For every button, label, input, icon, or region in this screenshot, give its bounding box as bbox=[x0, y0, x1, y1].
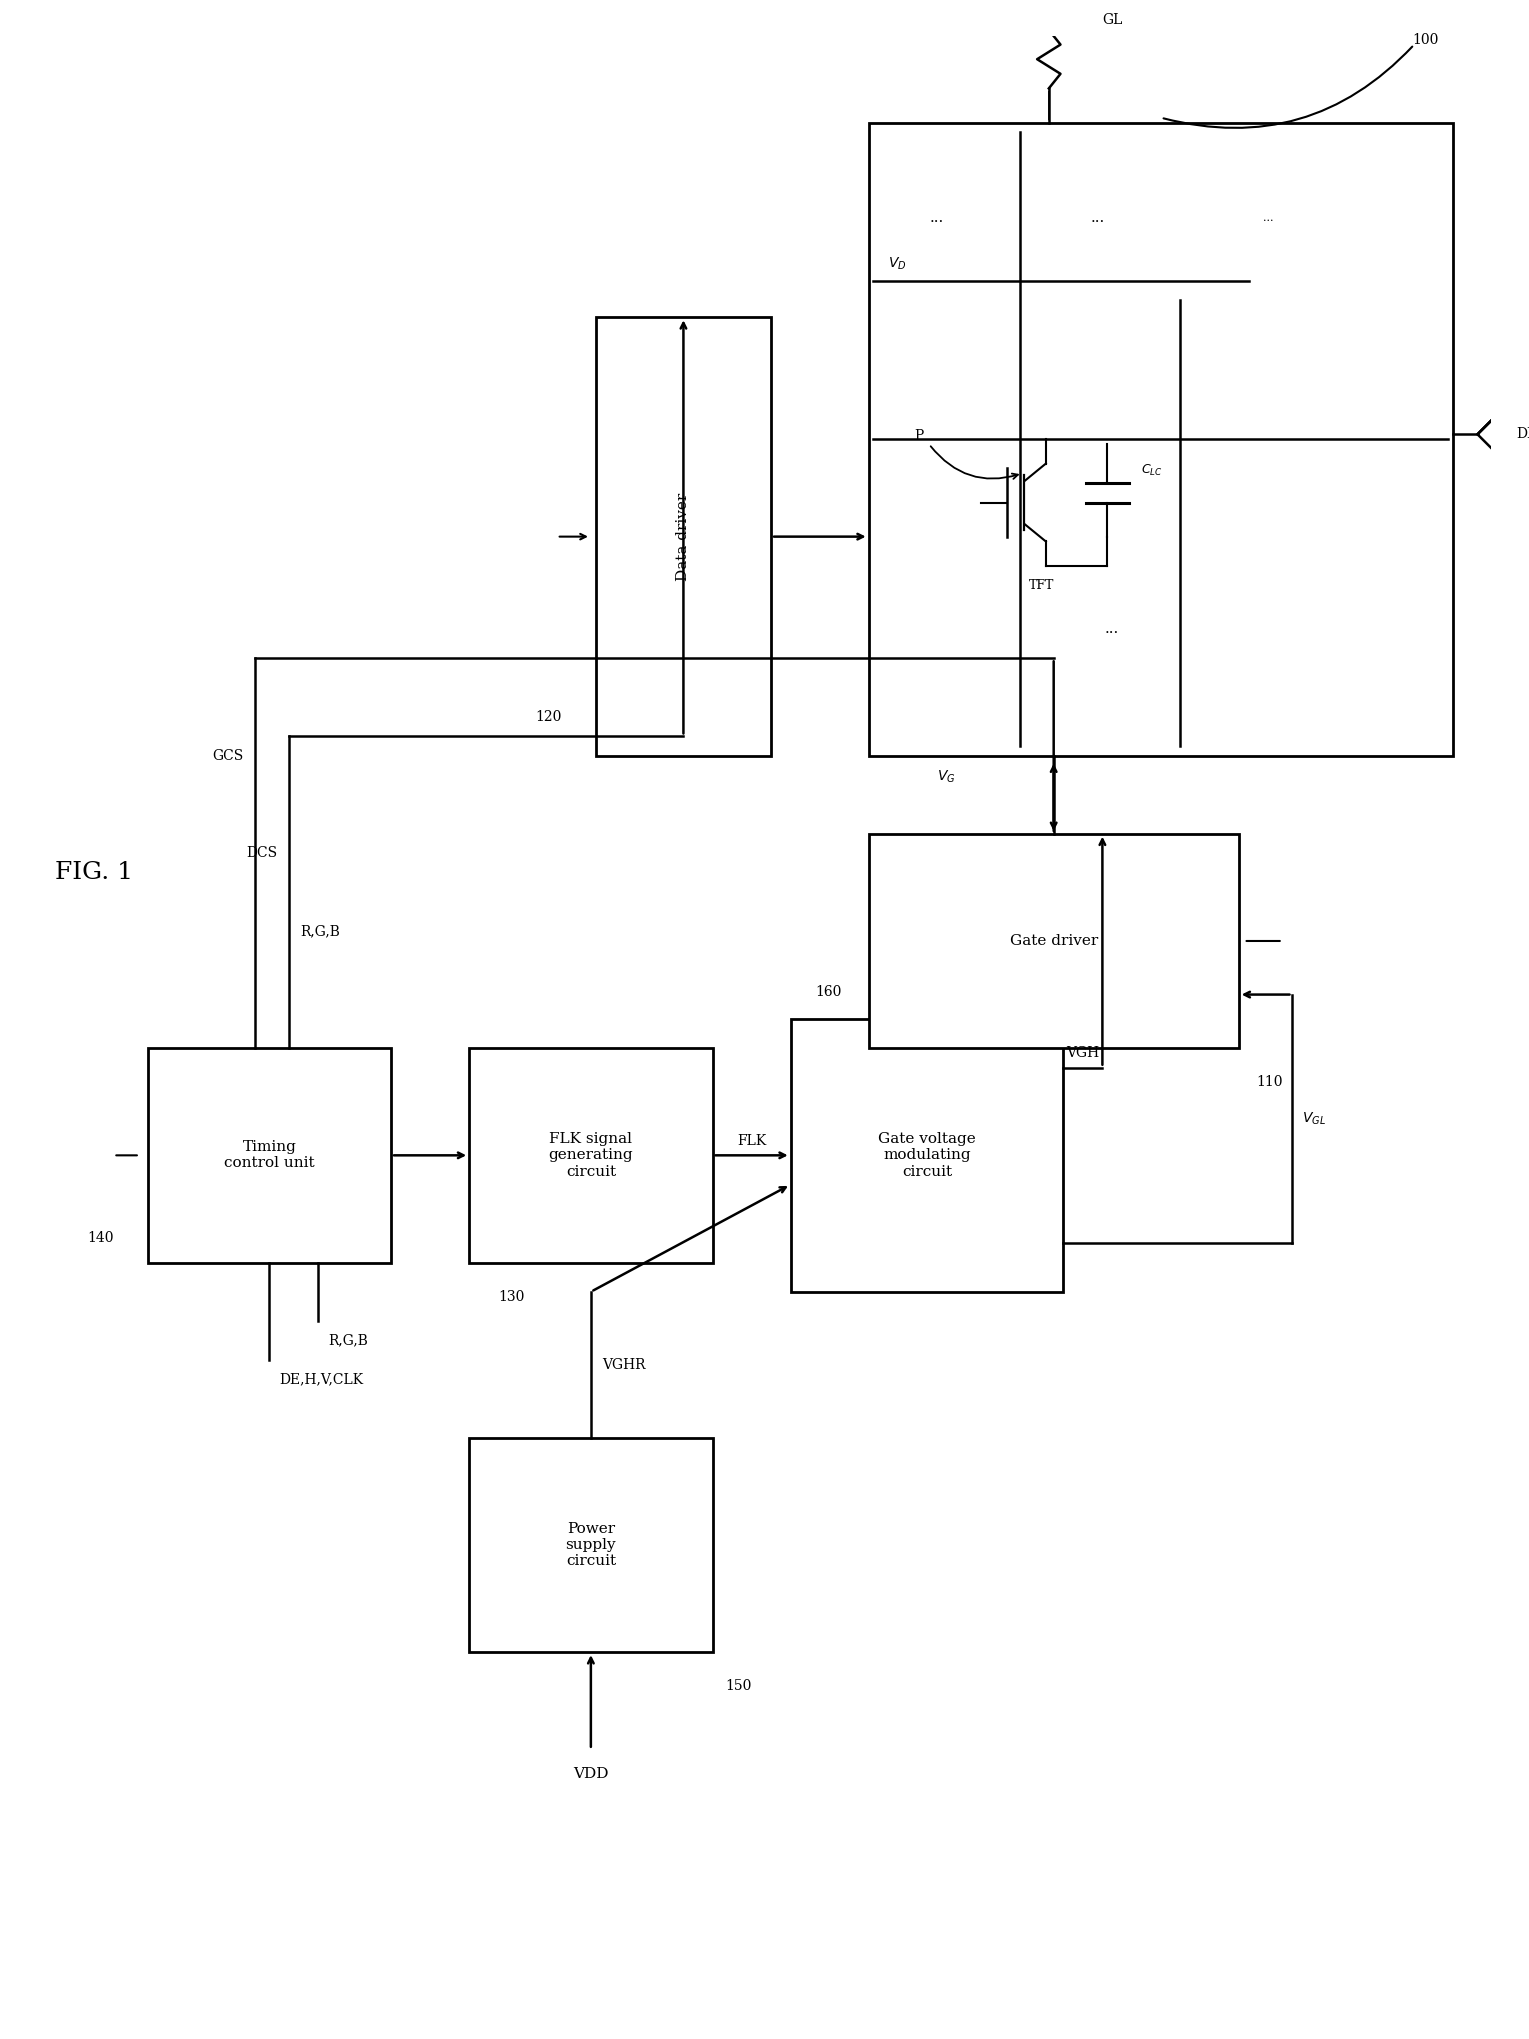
Text: VGHR: VGHR bbox=[602, 1358, 647, 1372]
Text: GCS: GCS bbox=[213, 748, 243, 763]
Text: Gate voltage
modulating
circuit: Gate voltage modulating circuit bbox=[878, 1132, 976, 1179]
Text: P: P bbox=[914, 430, 924, 442]
Text: 110: 110 bbox=[1257, 1075, 1283, 1089]
Text: Gate driver: Gate driver bbox=[1009, 934, 1098, 948]
Text: $V_G$: $V_G$ bbox=[937, 769, 956, 785]
Text: 130: 130 bbox=[498, 1289, 524, 1303]
Text: DL: DL bbox=[1517, 428, 1529, 440]
Text: 100: 100 bbox=[1413, 33, 1439, 47]
Text: ...: ... bbox=[1263, 212, 1274, 222]
Bar bbox=[596, 318, 771, 756]
Text: 150: 150 bbox=[725, 1680, 752, 1692]
Text: Data driver: Data driver bbox=[676, 493, 691, 581]
Text: FIG. 1: FIG. 1 bbox=[55, 860, 133, 885]
Text: DCS: DCS bbox=[246, 846, 277, 860]
Text: FLK signal
generating
circuit: FLK signal generating circuit bbox=[549, 1132, 633, 1179]
Text: Timing
control unit: Timing control unit bbox=[225, 1140, 315, 1170]
Bar bbox=[868, 122, 1453, 756]
Text: VGH: VGH bbox=[1066, 1046, 1099, 1060]
Text: DE,H,V,CLK: DE,H,V,CLK bbox=[280, 1372, 364, 1387]
Text: R,G,B: R,G,B bbox=[327, 1334, 367, 1348]
Text: R,G,B: R,G,B bbox=[301, 924, 341, 938]
Bar bbox=[469, 1048, 713, 1262]
Bar bbox=[790, 1020, 1064, 1293]
Text: 140: 140 bbox=[87, 1232, 113, 1246]
Text: 120: 120 bbox=[535, 710, 561, 724]
Text: VDD: VDD bbox=[573, 1768, 609, 1780]
Text: 160: 160 bbox=[815, 985, 841, 999]
Text: GL: GL bbox=[1102, 12, 1122, 27]
Text: ...: ... bbox=[1090, 210, 1104, 224]
Text: Power
supply
circuit: Power supply circuit bbox=[566, 1521, 616, 1568]
Text: TFT: TFT bbox=[1029, 579, 1055, 591]
Text: $V_D$: $V_D$ bbox=[888, 255, 907, 271]
Text: $V_{GL}$: $V_{GL}$ bbox=[1303, 1111, 1326, 1128]
Text: FLK: FLK bbox=[737, 1134, 766, 1148]
Bar bbox=[868, 834, 1238, 1048]
Text: $C_{LC}$: $C_{LC}$ bbox=[1141, 463, 1164, 477]
Text: ...: ... bbox=[1105, 622, 1119, 636]
Bar bbox=[469, 1437, 713, 1652]
Bar bbox=[147, 1048, 391, 1262]
Text: ...: ... bbox=[930, 210, 943, 224]
